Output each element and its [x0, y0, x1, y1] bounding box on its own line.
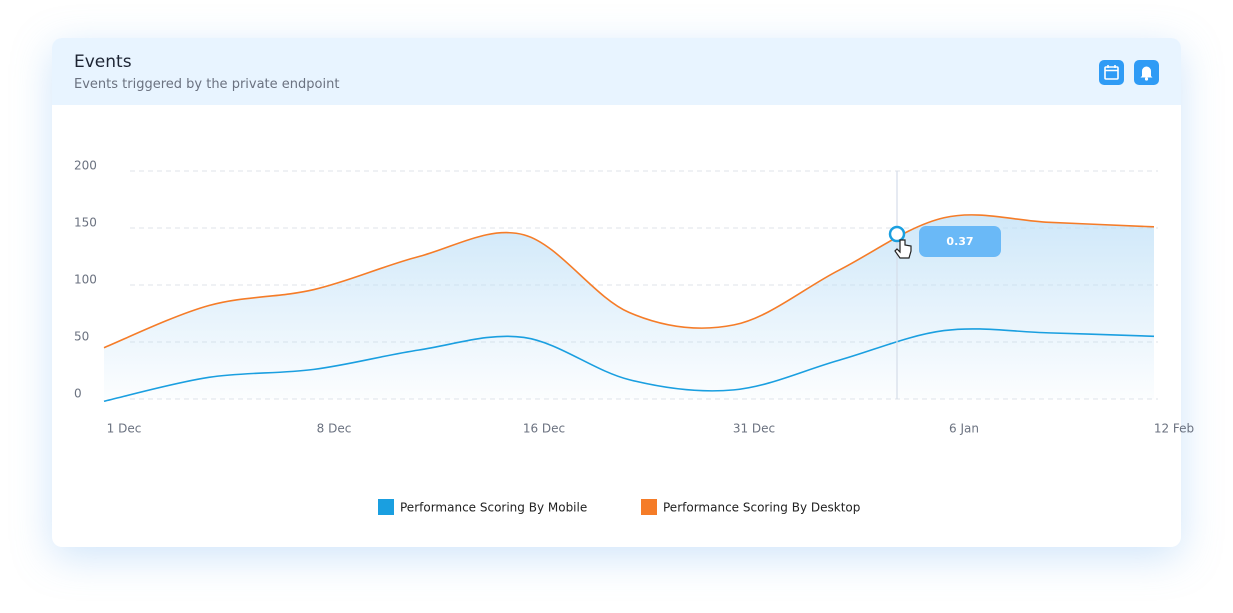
- x-tick-label: 12 Feb: [1154, 422, 1194, 436]
- y-tick-label: 200: [74, 159, 97, 173]
- notification-button[interactable]: [1134, 60, 1159, 85]
- calendar-icon: [1104, 65, 1119, 80]
- series-line: [103, 214, 1155, 349]
- card-header: Events Events triggered by the private e…: [52, 38, 1181, 105]
- legend-label: Performance Scoring By Desktop: [663, 501, 860, 515]
- y-tick-label: 150: [74, 216, 97, 230]
- legend-label: Performance Scoring By Mobile: [400, 501, 587, 515]
- cursor-icon: [894, 239, 912, 259]
- y-tick-label: 0: [74, 387, 82, 401]
- series-line: [103, 328, 1155, 403]
- y-tick-label: 100: [74, 273, 97, 287]
- tooltip-text: 0.37: [946, 235, 973, 248]
- x-tick-label: 31 Dec: [733, 422, 775, 436]
- area: [104, 214, 1154, 399]
- hover-marker: [888, 225, 906, 243]
- card-title: Events: [74, 52, 132, 72]
- legend-swatch: [378, 499, 394, 515]
- bell-icon: [1140, 66, 1153, 81]
- x-tick-label: 8 Dec: [317, 422, 352, 436]
- x-tick-label: 6 Jan: [949, 422, 979, 436]
- legend-swatch: [641, 499, 657, 515]
- y-tick-label: 50: [74, 330, 89, 344]
- x-tick-label: 1 Dec: [107, 422, 142, 436]
- tooltip-box: [919, 226, 1001, 257]
- card-subtitle: Events triggered by the private endpoint: [74, 77, 340, 92]
- calendar-button[interactable]: [1099, 60, 1124, 85]
- x-tick-label: 16 Dec: [523, 422, 565, 436]
